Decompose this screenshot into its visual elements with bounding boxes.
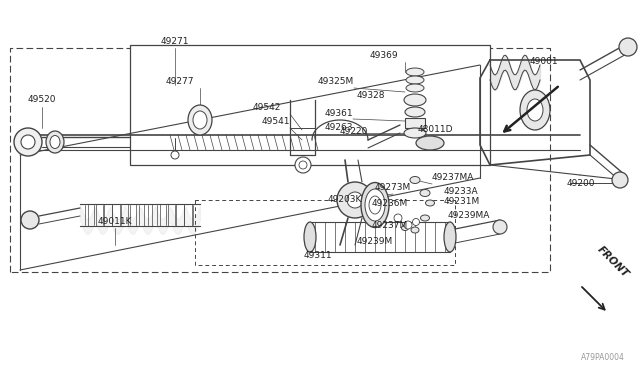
Circle shape xyxy=(493,220,507,234)
Text: 49277: 49277 xyxy=(166,77,195,87)
Ellipse shape xyxy=(426,200,435,206)
Ellipse shape xyxy=(304,222,316,252)
Ellipse shape xyxy=(406,84,424,92)
Text: 48011D: 48011D xyxy=(417,125,452,135)
Ellipse shape xyxy=(410,176,420,183)
Ellipse shape xyxy=(188,105,212,135)
Text: 49273M: 49273M xyxy=(375,183,411,192)
Circle shape xyxy=(347,192,363,208)
Ellipse shape xyxy=(404,94,426,106)
Ellipse shape xyxy=(365,189,385,221)
Ellipse shape xyxy=(193,111,207,129)
Text: 49361: 49361 xyxy=(324,109,353,118)
Ellipse shape xyxy=(401,225,408,231)
Bar xyxy=(130,45,490,165)
Circle shape xyxy=(337,182,373,218)
Text: 49001: 49001 xyxy=(530,58,559,67)
Circle shape xyxy=(295,157,311,173)
Ellipse shape xyxy=(520,90,550,130)
Text: 49263: 49263 xyxy=(324,124,353,132)
Ellipse shape xyxy=(50,135,60,148)
Text: 49239M: 49239M xyxy=(357,237,393,246)
Ellipse shape xyxy=(406,68,424,76)
Text: 49325M: 49325M xyxy=(317,77,354,87)
Text: 49233A: 49233A xyxy=(444,186,479,196)
Text: 49203K: 49203K xyxy=(328,196,362,205)
Text: 49311: 49311 xyxy=(304,250,332,260)
Ellipse shape xyxy=(361,183,389,228)
Bar xyxy=(405,118,425,128)
Circle shape xyxy=(619,38,637,56)
Circle shape xyxy=(21,135,35,149)
Ellipse shape xyxy=(46,131,64,153)
Circle shape xyxy=(14,128,42,156)
Text: 49542: 49542 xyxy=(253,103,281,112)
Ellipse shape xyxy=(369,196,381,214)
Text: FRONT: FRONT xyxy=(595,245,630,280)
Text: 49236M: 49236M xyxy=(372,199,408,208)
Text: 49237MA: 49237MA xyxy=(432,173,474,183)
Text: A79PA0004: A79PA0004 xyxy=(581,353,625,362)
Text: 49328: 49328 xyxy=(356,92,385,100)
Text: 49520: 49520 xyxy=(28,96,56,105)
Text: 49541: 49541 xyxy=(262,118,291,126)
Circle shape xyxy=(299,161,307,169)
Text: 49271: 49271 xyxy=(161,38,189,46)
Ellipse shape xyxy=(404,128,426,138)
Circle shape xyxy=(21,211,39,229)
Ellipse shape xyxy=(416,136,444,150)
Ellipse shape xyxy=(444,222,456,252)
Ellipse shape xyxy=(420,215,429,221)
Text: 49220: 49220 xyxy=(340,128,369,137)
Ellipse shape xyxy=(527,99,543,121)
Ellipse shape xyxy=(420,189,430,196)
Circle shape xyxy=(171,151,179,159)
Text: 49011K: 49011K xyxy=(98,218,132,227)
Text: 49239MA: 49239MA xyxy=(448,212,490,221)
Circle shape xyxy=(394,214,402,222)
Circle shape xyxy=(413,218,419,225)
Ellipse shape xyxy=(411,227,419,233)
Text: 49369: 49369 xyxy=(370,51,398,61)
Ellipse shape xyxy=(405,107,425,117)
Circle shape xyxy=(404,221,412,229)
Text: 49200: 49200 xyxy=(567,179,595,187)
Text: 49237M: 49237M xyxy=(372,221,408,230)
Text: 49231M: 49231M xyxy=(444,196,480,205)
Ellipse shape xyxy=(406,76,424,84)
Circle shape xyxy=(612,172,628,188)
